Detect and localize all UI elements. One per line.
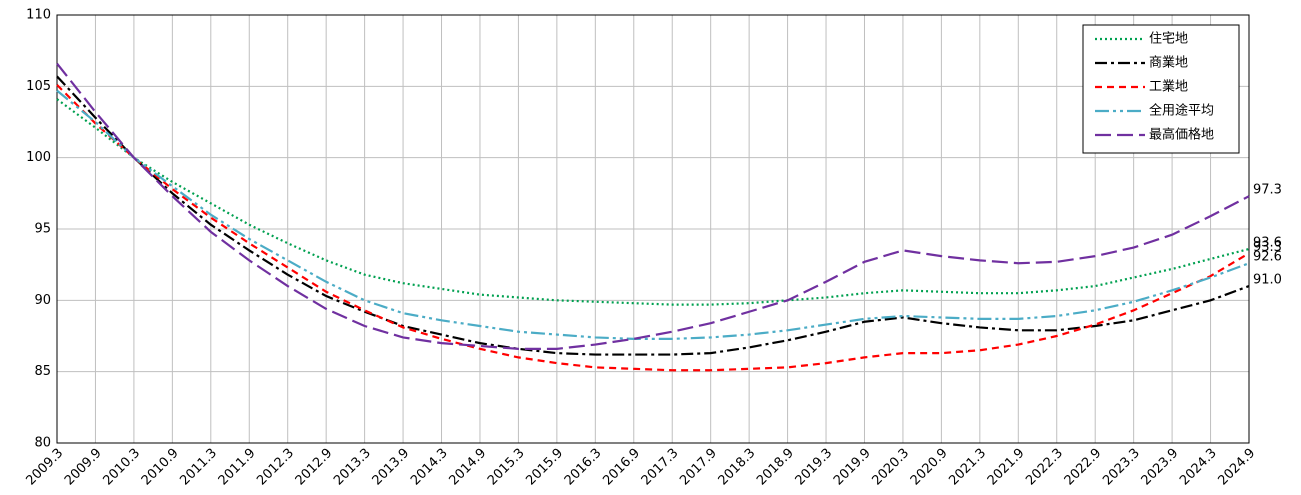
x-tick-label: 2019.9 bbox=[831, 446, 874, 489]
y-tick-label: 90 bbox=[34, 293, 51, 308]
series-line bbox=[56, 62, 1250, 350]
x-tick-label: 2010.3 bbox=[100, 446, 143, 489]
x-tick-label: 2017.3 bbox=[639, 446, 682, 489]
x-tick-label: 2021.9 bbox=[985, 446, 1028, 489]
x-tick-label: 2020.9 bbox=[908, 446, 951, 489]
legend-label: 最高価格地 bbox=[1149, 127, 1214, 143]
x-tick-label: 2017.9 bbox=[677, 446, 720, 489]
x-tick-label: 2021.3 bbox=[946, 446, 989, 489]
x-tick-label: 2023.9 bbox=[1139, 446, 1182, 489]
x-tick-label: 2016.3 bbox=[562, 446, 605, 489]
x-tick-label: 2014.9 bbox=[446, 446, 489, 489]
x-tick-label: 2015.3 bbox=[485, 446, 528, 489]
legend-label: 住宅地 bbox=[1149, 32, 1188, 47]
y-tick-label: 85 bbox=[34, 364, 51, 379]
x-tick-label: 2022.3 bbox=[1023, 446, 1066, 489]
y-tick-label: 110 bbox=[26, 8, 51, 23]
value-label: 97.3 bbox=[1253, 183, 1282, 198]
x-tick-label: 2022.9 bbox=[1062, 446, 1105, 489]
x-tick-label: 2024.3 bbox=[1177, 446, 1220, 489]
series-line bbox=[56, 75, 1250, 356]
value-label: 93.3 bbox=[1253, 240, 1282, 255]
x-tick-label: 2014.3 bbox=[408, 446, 451, 489]
x-tick-label: 2009.9 bbox=[62, 446, 105, 489]
x-tick-label: 2012.3 bbox=[254, 446, 297, 489]
legend-box bbox=[1082, 24, 1240, 154]
series-line bbox=[56, 89, 1250, 340]
legend-label: 全用途平均 bbox=[1149, 103, 1214, 119]
x-tick-label: 2016.9 bbox=[600, 446, 643, 489]
x-tick-label: 2010.9 bbox=[139, 446, 182, 489]
series-line bbox=[56, 84, 1250, 372]
x-tick-label: 2011.9 bbox=[216, 446, 259, 489]
value-label: 93.6 bbox=[1253, 235, 1282, 250]
x-tick-label: 2023.3 bbox=[1100, 446, 1143, 489]
legend-label: 商業地 bbox=[1149, 55, 1188, 71]
x-tick-label: 2018.3 bbox=[716, 446, 759, 489]
y-tick-label: 100 bbox=[26, 150, 51, 165]
x-tick-label: 2020.3 bbox=[869, 446, 912, 489]
y-tick-label: 95 bbox=[34, 222, 51, 237]
x-tick-label: 2019.3 bbox=[793, 446, 836, 489]
series-line bbox=[56, 98, 1250, 306]
value-label: 92.6 bbox=[1253, 250, 1282, 265]
legend-label: 工業地 bbox=[1149, 79, 1188, 95]
x-tick-label: 2013.3 bbox=[331, 446, 374, 489]
x-tick-label: 2013.9 bbox=[370, 446, 413, 489]
x-tick-label: 2018.9 bbox=[754, 446, 797, 489]
x-tick-label: 2009.3 bbox=[24, 446, 67, 489]
x-tick-label: 2024.9 bbox=[1216, 446, 1259, 489]
y-tick-label: 80 bbox=[34, 436, 51, 451]
plot-border bbox=[56, 14, 1250, 444]
x-tick-label: 2011.3 bbox=[177, 446, 220, 489]
y-tick-label: 105 bbox=[26, 79, 51, 94]
value-label: 91.0 bbox=[1253, 273, 1282, 288]
x-tick-label: 2015.9 bbox=[523, 446, 566, 489]
x-tick-label: 2012.9 bbox=[293, 446, 336, 489]
